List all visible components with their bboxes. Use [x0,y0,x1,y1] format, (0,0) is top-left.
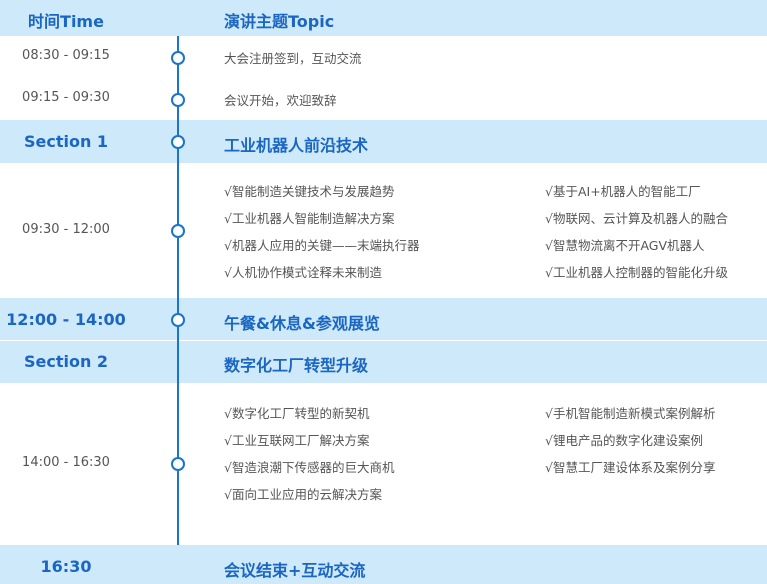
end-title: 会议结束+互动交流 [224,561,366,580]
timeline-dot [171,93,185,107]
talk-item: √物联网、云计算及机器人的融合 [545,211,728,226]
end-band: 16:30 会议结束+互动交流 [0,545,767,584]
talk-item: √手机智能制造新模式案例解析 [545,406,716,421]
talk-item: √工业机器人控制器的智能化升级 [545,265,728,280]
lunch-time: 12:00 - 14:00 [6,310,126,329]
row-topic: 会议开始，欢迎致辞 [224,93,337,108]
lunch-title: 午餐&休息&参观展览 [224,314,380,333]
talk-item: √数字化工厂转型的新契机 [224,406,370,421]
talk-item: √锂电产品的数字化建设案例 [545,433,703,448]
header-topic: 演讲主题Topic [224,12,335,31]
slot-time: 09:30 - 12:00 [22,222,110,237]
section2-content: 14:00 - 16:30 √数字化工厂转型的新契机 √工业互联网工厂解决方案 … [0,383,767,545]
talk-item: √智造浪潮下传感器的巨大商机 [224,460,395,475]
talk-item: √人机协作模式诠释未来制造 [224,265,382,280]
section-title: 工业机器人前沿技术 [224,136,369,155]
timeline-line [177,36,179,545]
section-title: 数字化工厂转型升级 [224,356,369,375]
slot-time: 14:00 - 16:30 [22,455,110,470]
timeline-dot [171,313,185,327]
lunch-band: 12:00 - 14:00 午餐&休息&参观展览 [0,298,767,340]
row-time: 09:15 - 09:30 [22,90,110,105]
talk-item: √机器人应用的关键——末端执行器 [224,238,420,253]
timeline-dot [171,224,185,238]
talk-item: √基于AI+机器人的智能工厂 [545,184,701,199]
talk-item: √智能制造关键技术与发展趋势 [224,184,395,199]
talk-item: √工业机器人智能制造解决方案 [224,211,395,226]
timeline-dot [171,51,185,65]
section1-content: 09:30 - 12:00 √智能制造关键技术与发展趋势 √工业机器人智能制造解… [0,163,767,297]
row-topic: 大会注册签到，互动交流 [224,51,362,66]
talk-item: √智慧物流离不开AGV机器人 [545,238,705,253]
talk-item: √工业互联网工厂解决方案 [224,433,370,448]
section-label: Section 1 [23,132,109,151]
section1-band: Section 1 工业机器人前沿技术 [0,120,767,163]
header-band: 时间Time 演讲主题Topic [0,0,767,36]
talk-item: √面向工业应用的云解决方案 [224,487,382,502]
section-label: Section 2 [23,352,109,371]
header-time: 时间Time [28,12,104,31]
end-time: 16:30 [40,557,92,576]
timeline-dot [171,135,185,149]
timeline-dot [171,457,185,471]
talk-item: √智慧工厂建设体系及案例分享 [545,460,716,475]
section2-band: Section 2 数字化工厂转型升级 [0,341,767,383]
row-time: 08:30 - 09:15 [22,48,110,63]
